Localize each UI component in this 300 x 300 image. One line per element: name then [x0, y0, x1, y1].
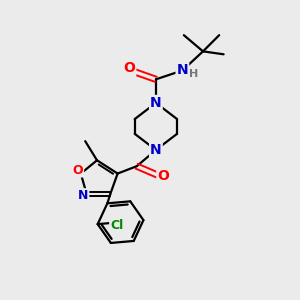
Text: N: N [177, 64, 188, 77]
Text: O: O [157, 169, 169, 184]
Text: Cl: Cl [110, 219, 123, 232]
Text: O: O [124, 61, 135, 75]
Text: O: O [73, 164, 83, 176]
Text: N: N [150, 96, 162, 110]
Text: N: N [150, 143, 162, 157]
Text: N: N [78, 189, 88, 202]
Text: H: H [189, 69, 198, 79]
